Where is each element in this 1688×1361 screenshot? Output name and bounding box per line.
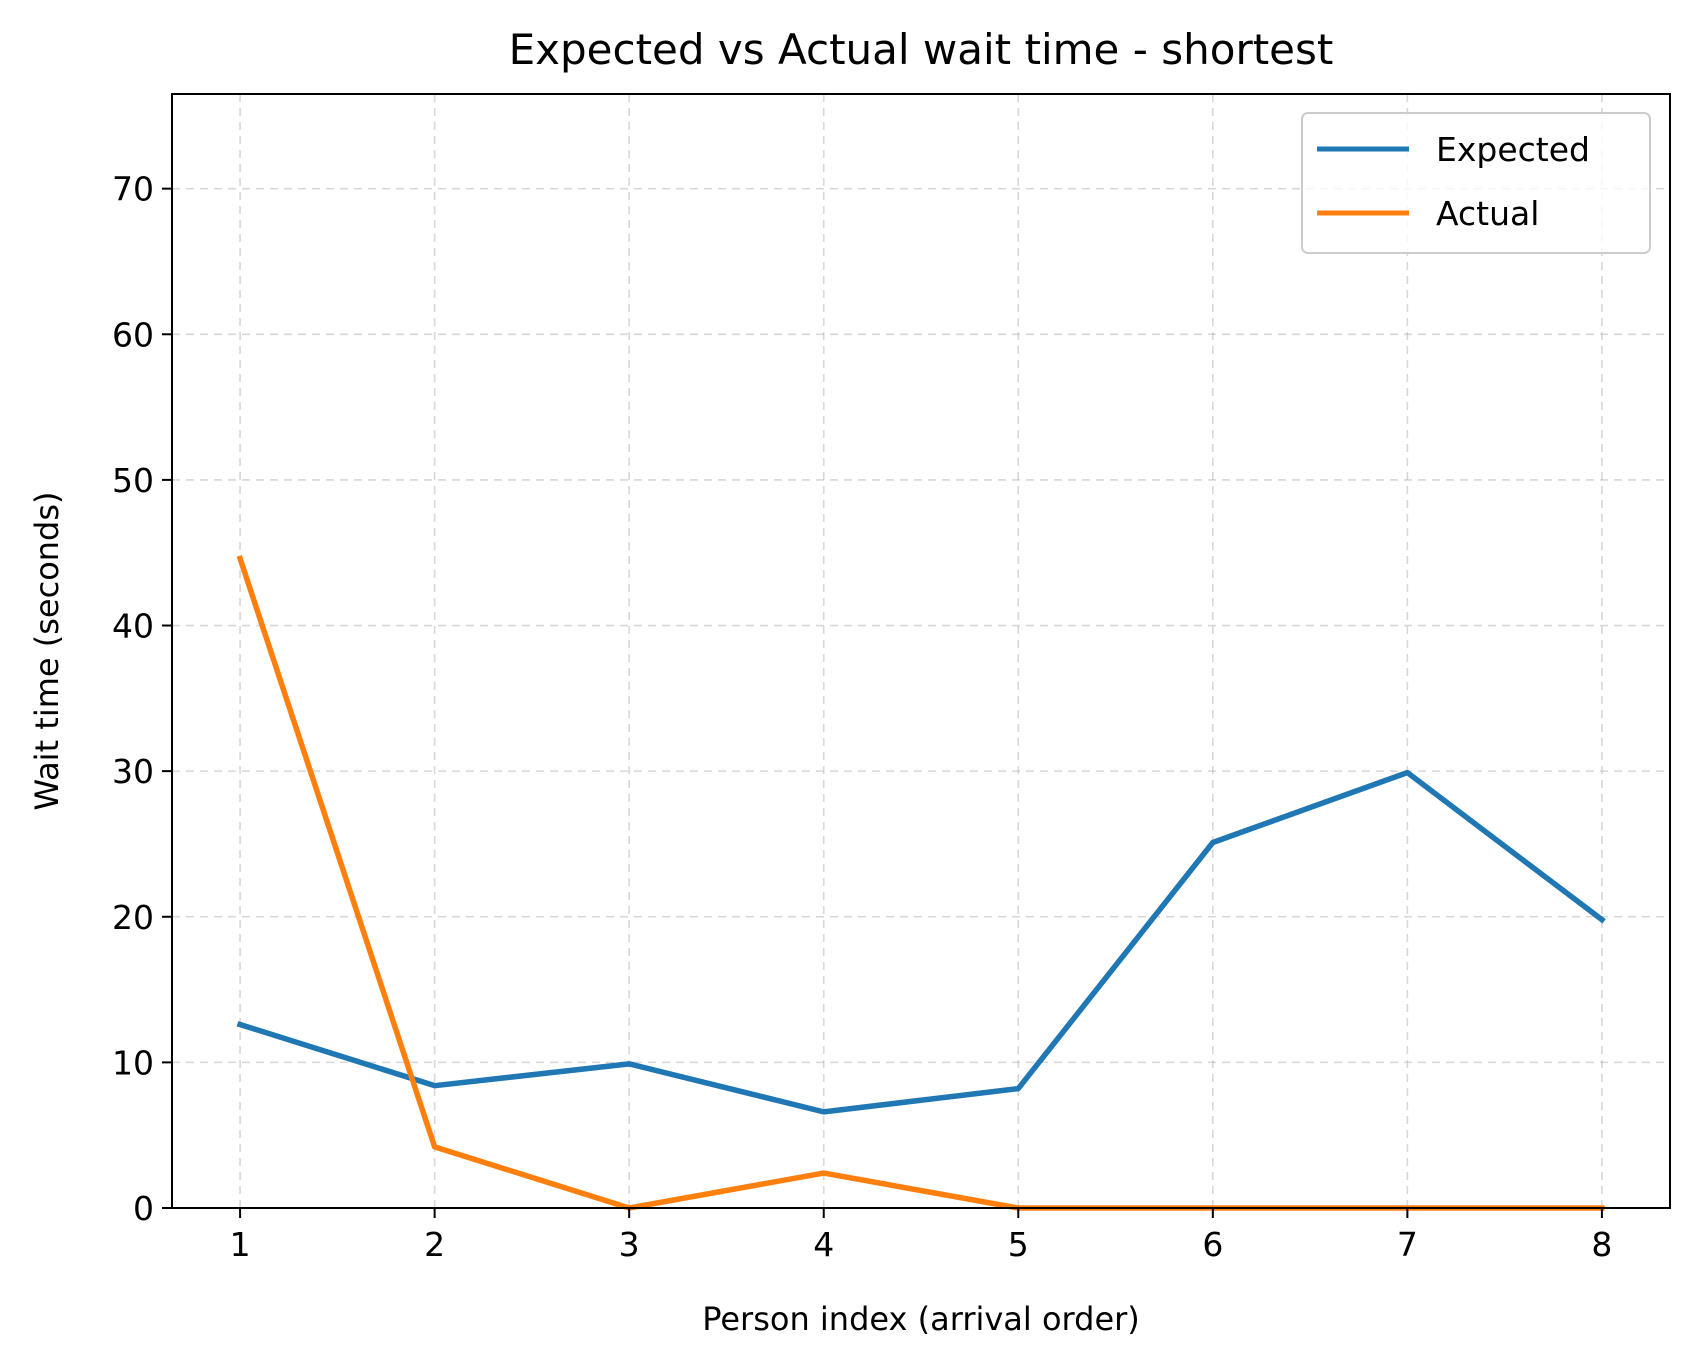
x-axis-label: Person index (arrival order)	[702, 1300, 1140, 1338]
series-line-actual	[236, 555, 1605, 1211]
series-layer	[236, 555, 1606, 1211]
chart-title: Expected vs Actual wait time - shortest	[509, 25, 1334, 74]
x-tick-label: 3	[619, 1225, 640, 1264]
gridlines	[172, 94, 1670, 1209]
x-tick-label: 8	[1591, 1225, 1612, 1264]
x-tick-label: 6	[1202, 1225, 1223, 1264]
x-tick-label: 5	[1008, 1225, 1029, 1264]
y-tick-label: 0	[133, 1189, 154, 1228]
y-axis-label: Wait time (seconds)	[28, 491, 66, 810]
legend: Expected Actual	[1301, 112, 1651, 254]
y-tick-label: 40	[112, 607, 154, 646]
x-tick-label: 4	[813, 1225, 834, 1264]
y-tick-label: 10	[112, 1043, 154, 1082]
x-tick-label: 2	[424, 1225, 445, 1264]
y-tick-label: 60	[112, 315, 154, 354]
series-line-expected	[236, 769, 1606, 1115]
legend-label-actual: Actual	[1436, 194, 1539, 233]
axis-ticks: 1 2 3 4 5 6 7 8 0 10 20 30 40 50 60 70	[112, 170, 1612, 1264]
y-tick-label: 30	[112, 752, 154, 791]
y-tick-label: 50	[112, 461, 154, 500]
legend-label-expected: Expected	[1436, 130, 1590, 169]
x-tick-label: 7	[1397, 1225, 1418, 1264]
x-tick-label: 1	[230, 1225, 251, 1264]
y-tick-label: 70	[112, 170, 154, 209]
plot-frame	[171, 93, 1671, 1209]
y-tick-label: 20	[112, 898, 154, 937]
